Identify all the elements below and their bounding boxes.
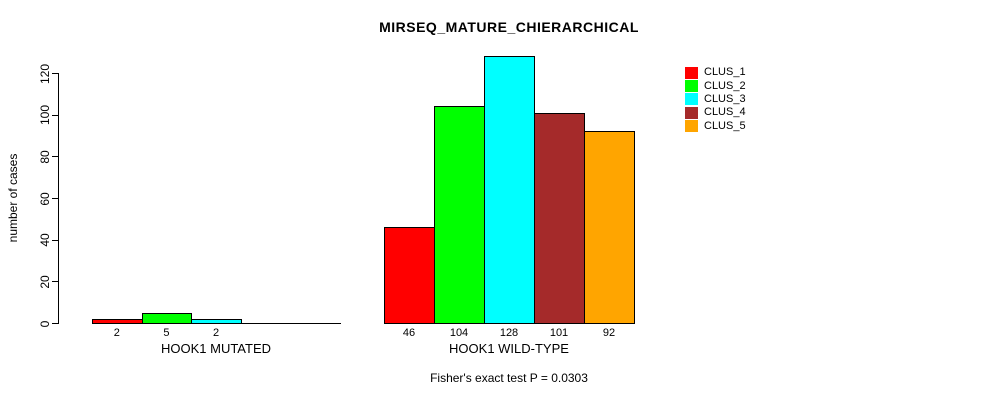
bar-clus_1 bbox=[92, 318, 143, 324]
legend-item: CLUS_2 bbox=[685, 79, 746, 93]
legend-item: CLUS_4 bbox=[685, 106, 746, 119]
legend-item: CLUS_5 bbox=[685, 120, 746, 133]
y-tick-label: 20 bbox=[38, 275, 52, 289]
legend-item: CLUS_1 bbox=[685, 66, 746, 79]
bar-value-label: 5 bbox=[163, 327, 170, 339]
y-tick-label: 120 bbox=[38, 63, 52, 84]
y-axis-tick bbox=[52, 281, 58, 283]
legend-label: CLUS_3 bbox=[704, 92, 746, 105]
y-axis-tick bbox=[52, 239, 58, 241]
footnote: Fisher's exact test P = 0.0303 bbox=[430, 371, 588, 385]
y-tick-label: 0 bbox=[38, 320, 52, 327]
bar-value-label: 46 bbox=[402, 327, 416, 339]
y-axis-label: number of cases bbox=[6, 153, 20, 243]
legend-swatch-clus_1 bbox=[685, 66, 698, 79]
group-label: HOOK1 MUTATED bbox=[160, 341, 272, 356]
y-tick-label: 80 bbox=[38, 150, 52, 164]
y-tick-label: 60 bbox=[38, 191, 52, 206]
chart-title: MIRSEQ_MATURE_CHIERARCHICAL bbox=[379, 19, 639, 35]
legend-label: CLUS_4 bbox=[704, 106, 746, 119]
y-axis-line bbox=[58, 73, 59, 324]
bar-value-label: 2 bbox=[113, 327, 120, 339]
bar-value-label: 128 bbox=[499, 327, 519, 339]
y-tick-label: 40 bbox=[38, 233, 52, 247]
legend: CLUS_1 CLUS_2 CLUS_3 CLUS_4 CLUS_5 bbox=[685, 66, 746, 133]
y-axis-tick bbox=[52, 198, 58, 199]
bar-clus_4 bbox=[534, 112, 585, 324]
y-tick-label: 100 bbox=[38, 105, 52, 126]
bar-value-label: 92 bbox=[602, 327, 616, 339]
legend-swatch-clus_4 bbox=[685, 106, 698, 119]
bar-clus_3 bbox=[484, 56, 535, 324]
bar-value-label: 104 bbox=[449, 327, 469, 339]
bar-clus_5 bbox=[584, 131, 635, 324]
bar-value-label: 2 bbox=[212, 327, 220, 339]
legend-label: CLUS_1 bbox=[704, 66, 746, 79]
y-axis-tick bbox=[52, 114, 58, 116]
legend-swatch-clus_5 bbox=[685, 120, 698, 133]
y-axis-tick bbox=[52, 323, 58, 324]
legend-item: CLUS_3 bbox=[685, 93, 746, 106]
legend-swatch-clus_3 bbox=[685, 93, 698, 106]
legend-label: CLUS_5 bbox=[704, 119, 746, 132]
group-label: HOOK1 WILD-TYPE bbox=[449, 341, 569, 356]
y-axis-tick bbox=[52, 73, 58, 74]
y-axis-tick bbox=[52, 156, 58, 158]
legend-swatch-clus_2 bbox=[685, 80, 698, 93]
bar-clus_2 bbox=[141, 312, 193, 324]
bar-clus_1 bbox=[384, 227, 435, 324]
bar-clus_2 bbox=[434, 106, 485, 324]
legend-label: CLUS_2 bbox=[704, 79, 746, 92]
bar-value-label: 101 bbox=[549, 327, 569, 339]
bar-clus_3 bbox=[191, 318, 242, 324]
